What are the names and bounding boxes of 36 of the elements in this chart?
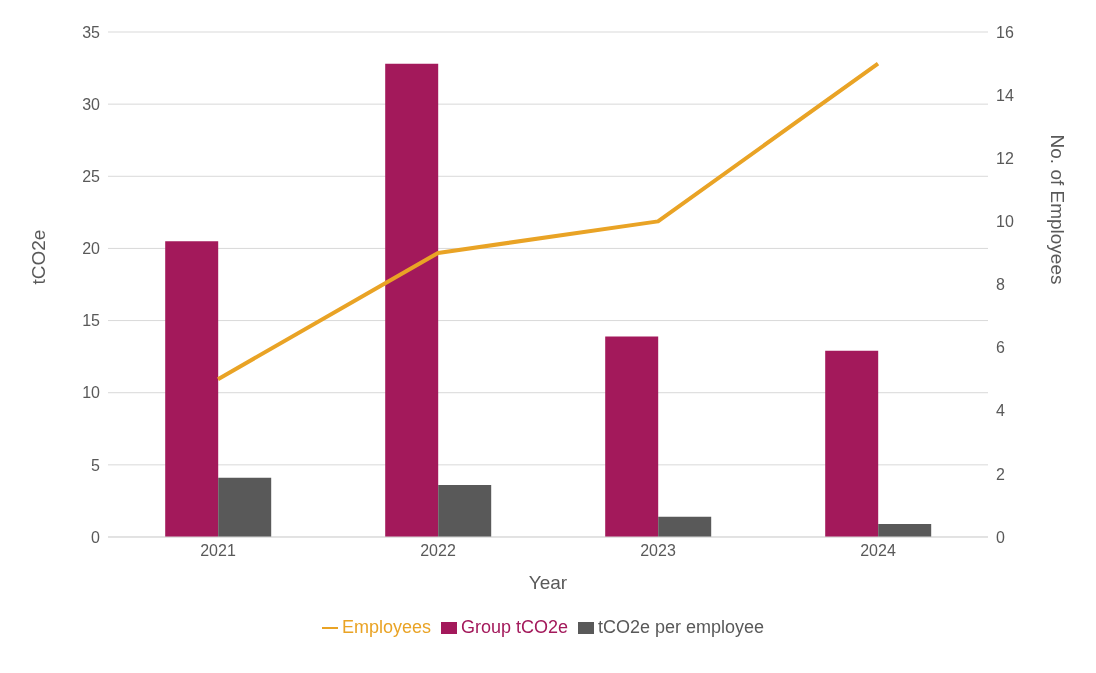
bar: [165, 241, 219, 537]
y-tick-label: 0: [91, 528, 101, 546]
bar: [658, 516, 712, 537]
x-axis-title: Year: [528, 572, 568, 593]
y-axis-title: tCO2e: [27, 229, 49, 285]
y-tick-label: 10: [82, 384, 101, 402]
x-tick-label: 2021: [200, 542, 236, 560]
y2-tick-label: 6: [996, 339, 1005, 357]
legend-label: Employees: [341, 617, 431, 637]
x-tick-label: 2023: [640, 542, 676, 560]
line-series: [216, 61, 880, 382]
legend-label: tCO2e per employee: [598, 617, 765, 637]
bar: [218, 477, 272, 537]
y2-tick-label: 2: [996, 465, 1005, 483]
y-tick-label: 15: [82, 312, 101, 330]
legend-label: Group tCO2e: [460, 617, 568, 637]
y-tick-label: 20: [82, 240, 101, 258]
y2-tick-label: 10: [996, 213, 1014, 231]
y2-tick-label: 12: [996, 149, 1014, 167]
y2-tick-label: 0: [996, 528, 1005, 546]
y2-tick-label: 14: [996, 86, 1014, 104]
y2-axis-title: No. of Employees: [1047, 134, 1069, 285]
bar: [825, 350, 879, 537]
x-tick-label: 2024: [860, 542, 896, 560]
y2-tick-label: 4: [996, 402, 1005, 420]
y-tick-label: 5: [91, 456, 101, 474]
y-tick-label: 30: [82, 95, 101, 113]
y-tick-label: 35: [82, 23, 101, 41]
bar: [385, 63, 439, 537]
bar: [438, 485, 492, 537]
bar: [878, 524, 932, 537]
y2-tick-label: 8: [996, 276, 1005, 294]
y-tick-label: 25: [82, 167, 101, 185]
bar: [605, 336, 659, 537]
x-tick-label: 2022: [420, 542, 456, 560]
y2-tick-label: 16: [996, 23, 1014, 41]
